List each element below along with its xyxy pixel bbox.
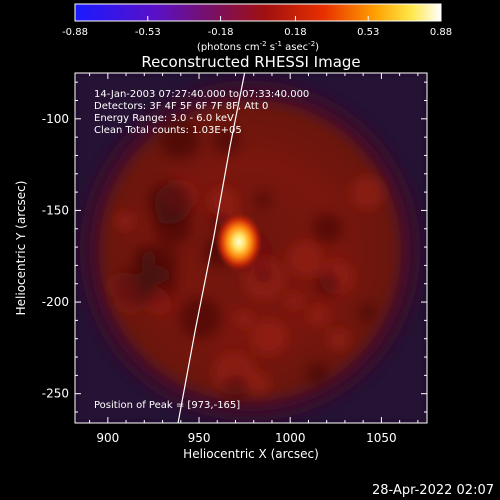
disk-texture-blob [350, 175, 385, 210]
y-tick-label: -250 [42, 387, 69, 401]
peak-position-label: Position of Peak = [973,-165] [94, 400, 240, 411]
solar-limb-line [177, 73, 246, 423]
disk-texture-blob [255, 192, 272, 209]
disk-texture-blob [312, 213, 343, 244]
y-axis: -100 -150 -200 -250 [42, 81, 427, 413]
x-axis: 900 950 1000 1050 [89, 73, 419, 445]
footer-timestamp: 28-Apr-2022 02:07 [372, 483, 494, 498]
annotation-line: Energy Range: 3.0 - 6.0 keV [94, 113, 234, 124]
disk-texture-blob [147, 180, 192, 225]
colorbar-tick-label: 0.18 [284, 27, 306, 38]
disk-texture-blob [208, 186, 239, 217]
colorbar-tick-label: 0.53 [357, 27, 379, 38]
disk-texture-blob [327, 328, 351, 352]
annotation-line: Detectors: 3F 4F 5F 6F 7F 8F, Att 0 [94, 101, 268, 112]
y-tick-label: -200 [42, 295, 69, 309]
annotation-line: 14-Jan-2003 07:27:40.000 to 07:33:40.000 [94, 89, 309, 100]
disk-texture-blob [315, 271, 340, 296]
disk-texture-blob [114, 210, 135, 232]
heatmap-image [75, 73, 427, 423]
disk-texture-blob [306, 362, 329, 386]
disk-texture-blob [251, 318, 288, 356]
disk-texture-blob [287, 241, 323, 277]
disk-texture-blob [141, 244, 179, 282]
colorbar [74, 3, 442, 22]
colorbar-ticks: -0.88 -0.53 -0.18 0.18 0.53 0.88 [62, 16, 452, 38]
colorbar-tick-label: -0.18 [208, 27, 234, 38]
annotation-block: 14-Jan-2003 07:27:40.000 to 07:33:40.000… [94, 89, 309, 136]
disk-texture-blob [213, 127, 240, 154]
x-axis-label: Heliocentric X (arcsec) [183, 447, 319, 461]
plot-frame [74, 72, 428, 424]
x-tick-label: 1000 [275, 431, 306, 445]
y-tick-label: -100 [42, 112, 69, 126]
y-axis-label: Heliocentric Y (arcsec) [14, 181, 28, 316]
x-tick-label: 950 [188, 431, 211, 445]
colorbar-tick-label: -0.88 [62, 27, 88, 38]
colorbar-unit-label: (photons cm-2 s-1 asec-2) [197, 40, 319, 53]
flare-peak [214, 211, 263, 272]
disk-texture-blob [160, 119, 200, 160]
chart-title: Reconstructed RHESSI Image [141, 53, 360, 71]
disk-texture-blob [284, 291, 304, 311]
y-tick-label: -150 [42, 203, 69, 217]
colorbar-tick-label: -0.53 [135, 27, 161, 38]
x-tick-label: 1050 [366, 431, 397, 445]
colorbar-tick-label: 0.88 [430, 27, 452, 38]
disk-texture-blob [234, 309, 254, 330]
disk-texture-blob [307, 304, 330, 327]
disk-texture-blob [358, 303, 377, 322]
x-tick-label: 900 [96, 431, 119, 445]
disk-texture-blob [255, 266, 272, 283]
disk-texture-blob [179, 296, 222, 339]
disk-texture-blob [113, 266, 156, 309]
disk-texture-blob [222, 375, 249, 402]
annotation-line: Clean Total counts: 1.03E+05 [94, 125, 242, 136]
